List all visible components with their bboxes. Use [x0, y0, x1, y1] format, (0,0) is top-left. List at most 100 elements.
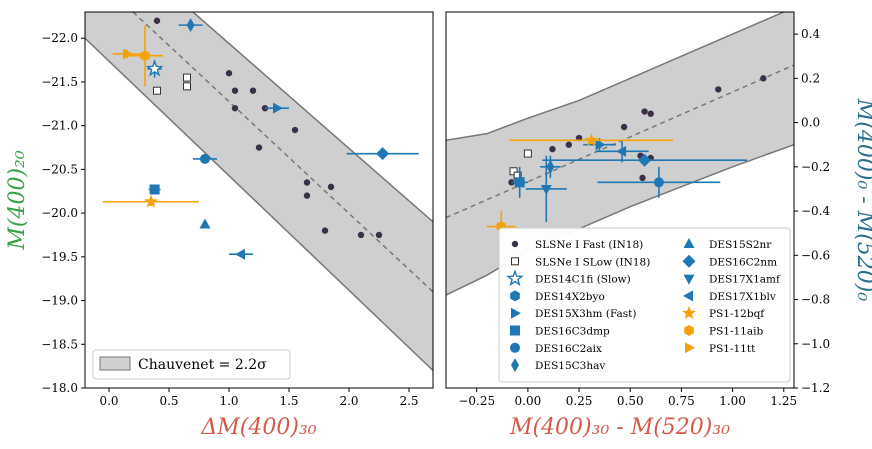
y-tick-label: −20.0	[41, 206, 78, 220]
point-des15c3hav	[540, 155, 561, 178]
legend-label-des16c2aix: DES16C2aix	[535, 343, 602, 355]
legend-des15c3hav-marker	[511, 358, 519, 373]
y-tick-label: −0.2	[801, 160, 830, 174]
legend-label-ps1-11aib: PS1-11aib	[709, 326, 763, 338]
legend-label-des14x2byo: DES14X2byo	[535, 291, 605, 303]
y-tick-label: −0.8	[801, 293, 830, 307]
fast-point-marker	[225, 70, 233, 77]
y-tick-label: −0.4	[801, 204, 831, 218]
point-des16c2nm	[346, 147, 419, 161]
plot-area	[85, 12, 433, 388]
legend-label-des17x1amf: DES17X1amf	[709, 274, 781, 286]
point-ps1-11tt	[112, 48, 142, 60]
des15s2nr-marker	[199, 218, 211, 229]
point-des15c3hav	[178, 18, 203, 33]
legend-des16c3dmp-marker	[510, 325, 520, 336]
fast-point-marker	[231, 87, 239, 94]
y-tick-label: −0.6	[801, 248, 830, 262]
y-tick-label: 0.0	[801, 116, 820, 130]
point-ps1-12bqf	[103, 194, 199, 208]
legend-label-des15s2nr: DES15S2nr	[709, 239, 772, 251]
x-tick-label: 0.5	[159, 394, 178, 408]
plot-area	[446, 12, 794, 296]
x-tick-label: 2.5	[399, 394, 418, 408]
x-tick-label: 0.0	[99, 394, 118, 408]
band-legend-label: Chauvenet = 2.2σ	[138, 357, 267, 373]
fast-point-marker	[291, 126, 299, 134]
legend-des17x1blv-marker	[683, 290, 693, 302]
legend-label-des14c1fi-slow: DES14C1fi (Slow)	[535, 274, 631, 286]
fast-point-marker	[508, 179, 515, 186]
legend-des16c2nm-marker	[682, 254, 696, 268]
legend-des17x1amf-marker	[683, 274, 695, 285]
ps1-11tt-marker	[123, 48, 133, 60]
slow-point-marker	[523, 149, 532, 158]
fast-point-marker	[565, 141, 573, 148]
slow-point-marker	[183, 73, 191, 82]
x-tick-label: 1.25	[770, 394, 797, 408]
y-axis-label: M(400)₀ - M(520)₀	[852, 98, 872, 302]
ps1-12bqf-marker	[584, 133, 599, 147]
point-des16c3dmp	[511, 166, 528, 198]
fast-point-marker	[321, 227, 329, 234]
left-panel: 0.0 0.5 1.0 1.5 2.0 2.5 −18.0 −18.5 −19.0 −19.5 −2…	[5, 11, 434, 440]
fast-point-marker	[303, 179, 311, 186]
legend-slsne-i-fast-in18-marker	[511, 240, 519, 248]
legend-label-slsne-i-fast-in18: SLSNe I Fast (IN18)	[535, 239, 643, 251]
x-tick-label: 1.00	[719, 394, 746, 408]
x-axis-label: ΔM(400)₃₀	[200, 415, 316, 440]
legend-label-slsne-i-slow-in18: SLSNe I SLow (IN18)	[535, 256, 650, 268]
fast-point-marker	[647, 110, 654, 117]
fast-point-marker	[375, 231, 383, 239]
des17x1amf-marker	[540, 184, 552, 195]
fast-point-marker	[255, 144, 263, 151]
ps1-11aib-marker	[140, 50, 150, 62]
axes-frame	[84, 11, 434, 389]
fast-point-marker	[639, 174, 646, 182]
right-panel: −0.25 0.00 0.25 0.50 0.75 1.00 1.25 0.4 0.2 0.0 −0…	[445, 11, 872, 440]
y-tick-label: −1.0	[801, 337, 830, 351]
des15x3hm-marker	[595, 139, 606, 151]
y-tick-label: −22.0	[41, 31, 78, 45]
des15x3hm-marker	[273, 102, 283, 114]
des16c2nm-marker	[376, 147, 390, 161]
fast-point-marker	[303, 192, 311, 199]
x-tick-label: 0.25	[566, 394, 593, 408]
legend-des14x2byo-marker	[510, 290, 520, 302]
point-des16c2aix	[597, 166, 721, 198]
legend-des14c1fi-slow-marker	[506, 269, 524, 287]
des16c2aix-marker	[200, 153, 210, 164]
des16c3dmp-marker	[514, 177, 525, 188]
band-lower-edge	[446, 144, 794, 296]
y-tick-label: −19.5	[41, 250, 78, 264]
legend-label-des15x3hm-fast: DES15X3hm (Fast)	[535, 308, 636, 320]
legend-label-des17x1blv: DES17X1blv	[709, 291, 776, 303]
fast-point-marker	[231, 104, 239, 112]
legend-label-ps1-12bqf: PS1-12bqf	[709, 308, 765, 320]
x-tick-label: −0.25	[458, 394, 495, 408]
fast-point-marker	[620, 123, 628, 131]
band-upper-edge	[85, 37, 433, 372]
legend-slsne-i-slow-in18-marker	[511, 257, 519, 266]
band-lower-edge	[192, 12, 433, 223]
legend-label-des16c2nm: DES16C2nm	[709, 256, 777, 268]
x-tick-label: 0.50	[617, 394, 644, 408]
y-tick-label: −21.5	[41, 75, 78, 89]
slow-point-marker	[509, 167, 518, 176]
y-tick-label: −18.5	[41, 337, 78, 351]
band-legend-swatch	[99, 356, 131, 371]
fast-point-marker	[760, 75, 767, 82]
y-tick-label: 0.2	[801, 71, 820, 85]
band-legend-frame	[92, 349, 291, 380]
y-tick-label: −20.5	[41, 162, 78, 176]
des16c2nm-marker	[638, 153, 652, 167]
legend-des15x3hm-fast-marker	[511, 307, 521, 319]
legend-ps1-11aib-marker	[684, 325, 694, 336]
chauvenet-band	[85, 12, 433, 388]
point-des15x3hm	[265, 102, 289, 114]
point-des14c1fi	[145, 59, 164, 78]
legend-label-ps1-11tt: PS1-11tt	[709, 343, 756, 355]
des17x1blv-marker	[235, 248, 245, 260]
point-des17x1blv	[595, 140, 649, 163]
ps1-12bqf-marker	[144, 194, 158, 208]
